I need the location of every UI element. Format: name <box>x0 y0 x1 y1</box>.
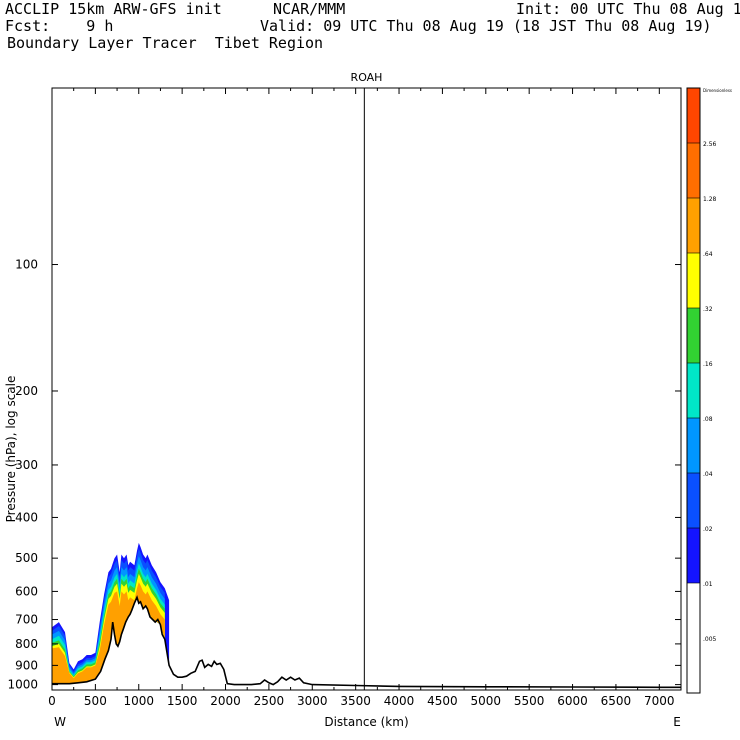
x-tick-label: 4000 <box>384 694 415 708</box>
model-title: ACCLIP 15km ARW-GFS init <box>5 0 222 18</box>
init-time: Init: 00 UTC Thu 08 Aug 19 <box>516 0 740 18</box>
y-tick-label: 700 <box>15 613 38 627</box>
valid-time: Valid: 09 UTC Thu 08 Aug 19 (18 JST Thu … <box>260 17 712 35</box>
x-tick-label: 6000 <box>557 694 588 708</box>
colorbar-label: .04 <box>703 471 713 478</box>
x-axis-label: Distance (km) <box>324 715 408 729</box>
colorbar-label: .08 <box>703 416 713 423</box>
colorbar-swatch <box>687 638 700 693</box>
x-tick-label: 4500 <box>427 694 458 708</box>
y-tick-label: 600 <box>15 584 38 598</box>
colorbar-swatch <box>687 308 700 363</box>
colorbar-swatch <box>687 418 700 473</box>
colorbar-swatch <box>687 528 700 583</box>
colorbar-swatch <box>687 198 700 253</box>
x-tick-label: 0 <box>48 694 56 708</box>
x-axis: 0 500 1000 1500 2000 2500 3000 3500 4000 4500 5000… <box>48 88 675 708</box>
y-tick-label: 300 <box>15 458 38 472</box>
colorbar-swatch <box>687 363 700 418</box>
colorbar-swatch <box>687 253 700 308</box>
x-tick-label: 3000 <box>297 694 328 708</box>
y-axis: 100 200 300 400 500 600 700 800 900 1000 <box>7 258 681 692</box>
west-end-label: W <box>54 715 66 729</box>
x-tick-label: 1000 <box>123 694 154 708</box>
colorbar-swatch <box>687 88 700 143</box>
x-tick-label: 2500 <box>254 694 285 708</box>
y-tick-label: 200 <box>15 384 38 398</box>
colorbar-label: 1.28 <box>703 196 717 203</box>
forecast-hour: Fcst: 9 h <box>5 17 114 35</box>
colorbar-label: .02 <box>703 526 713 533</box>
organization-label: NCAR/MMM <box>273 0 346 18</box>
colorbar-label: .64 <box>703 251 713 258</box>
x-tick-label: 2000 <box>210 694 241 708</box>
x-tick-label: 5500 <box>514 694 545 708</box>
plot-frame <box>51 87 682 691</box>
y-tick-label: 100 <box>15 258 38 272</box>
x-tick-label: 3500 <box>340 694 371 708</box>
y-tick-label: 800 <box>15 637 38 651</box>
y-tick-label: 1000 <box>7 678 38 692</box>
field-title: Boundary Layer Tracer Tibet Region <box>7 34 324 52</box>
x-tick-label: 500 <box>84 694 107 708</box>
colorbar-label: 2.56 <box>703 141 717 148</box>
y-tick-label: 400 <box>15 510 38 524</box>
terrain-line <box>52 595 681 689</box>
colorbar-legend: .005 .01 .02 .04 .08 .16 .32 .64 1.28 2.56 Dimensi… <box>686 87 732 694</box>
colorbar-label: .005 <box>703 636 717 643</box>
colorbar-frame <box>686 87 701 694</box>
chart-title: ROAH <box>351 71 383 84</box>
y-tick-label: 500 <box>15 551 38 565</box>
colorbar-swatch <box>687 583 700 638</box>
tracer-fills <box>52 534 170 684</box>
y-tick-label: 900 <box>15 658 38 672</box>
colorbar-swatch <box>687 143 700 198</box>
x-tick-label: 7000 <box>644 694 675 708</box>
colorbar-swatch <box>687 473 700 528</box>
tracer-band-64 <box>52 582 165 684</box>
colorbar-label: .32 <box>703 306 713 313</box>
colorbar-label: .16 <box>703 361 713 368</box>
y-axis-label: Pressure (hPa), log scale <box>4 376 18 523</box>
x-tick-label: 1500 <box>167 694 198 708</box>
x-tick-label: 6500 <box>601 694 632 708</box>
east-end-label: E <box>673 715 681 729</box>
colorbar-units-label: Dimensionless <box>703 88 732 93</box>
x-tick-label: 5000 <box>471 694 502 708</box>
colorbar-label: .01 <box>703 581 713 588</box>
